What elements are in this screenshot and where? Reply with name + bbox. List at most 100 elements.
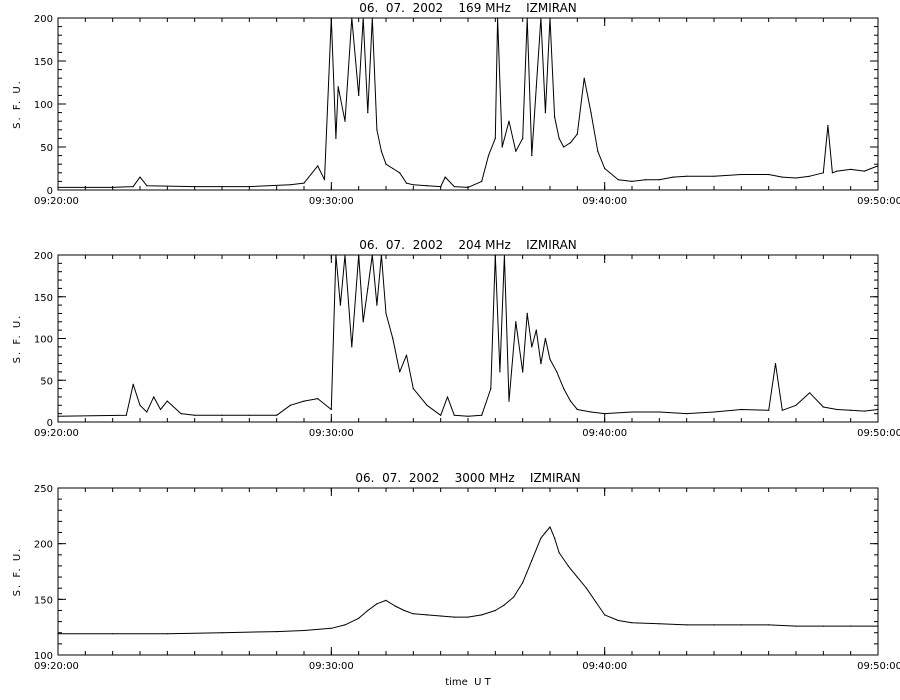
data-point: [412, 613, 414, 615]
data-point: [132, 383, 134, 385]
data-point: [335, 254, 337, 256]
data-point: [544, 337, 547, 340]
data-point: [376, 129, 378, 131]
data-point: [481, 180, 483, 182]
y-axis-label: S. F. U.: [12, 547, 23, 597]
data-point: [569, 400, 572, 402]
data-point: [554, 537, 556, 539]
data-point: [289, 184, 291, 186]
data-point: [440, 414, 442, 416]
data-point: [836, 408, 838, 411]
data-point: [125, 414, 127, 416]
data-point: [405, 182, 408, 184]
data-point: [412, 388, 414, 390]
data-point: [576, 576, 578, 578]
data-point: [248, 414, 250, 416]
data-point: [631, 180, 633, 182]
data-point: [453, 414, 455, 416]
x-tick-label: 09:50:00: [857, 196, 900, 207]
data-point: [850, 168, 852, 170]
data-point: [569, 142, 572, 144]
data-point: [713, 624, 715, 626]
data-point: [658, 623, 660, 625]
y-tick-label: 200: [34, 14, 53, 25]
data-point: [487, 155, 490, 157]
data-point: [57, 633, 59, 635]
data-point: [194, 414, 196, 416]
data-point: [248, 186, 250, 188]
y-tick-label: 0: [47, 186, 53, 197]
data-point: [686, 175, 688, 177]
data-point: [836, 170, 838, 172]
data-point: [740, 173, 742, 176]
data-point: [453, 616, 455, 618]
data-point: [362, 17, 364, 19]
data-point: [535, 86, 537, 88]
data-point: [344, 624, 346, 626]
data-point: [522, 582, 524, 584]
data-point: [781, 409, 783, 411]
data-point: [774, 363, 777, 365]
y-tick-label: 150: [34, 595, 53, 606]
data-point: [585, 587, 588, 589]
chart-title: 06. 07. 2002 3000 MHz IZMIRAN: [355, 471, 580, 485]
data-point: [221, 414, 223, 416]
data-point: [522, 371, 524, 373]
data-point: [658, 179, 660, 181]
data-point: [563, 146, 565, 148]
x-tick-label: 09:30:00: [309, 661, 354, 672]
data-point: [276, 631, 278, 633]
data-point: [672, 176, 674, 178]
data-point: [371, 17, 373, 19]
data-point: [362, 321, 364, 323]
data-point: [503, 604, 505, 606]
data-point: [57, 186, 59, 188]
data-point: [399, 172, 401, 174]
data-point: [405, 354, 408, 356]
data-point: [426, 614, 428, 616]
x-tick-label: 09:50:00: [857, 428, 900, 439]
data-point: [499, 371, 501, 373]
data-point: [376, 603, 378, 605]
data-point: [57, 415, 59, 417]
data-point: [146, 411, 148, 413]
data-point: [467, 415, 469, 417]
data-point: [392, 337, 394, 340]
data-point: [166, 633, 168, 635]
data-point: [531, 155, 533, 157]
data-point: [367, 112, 369, 114]
data-point: [686, 413, 688, 415]
data-point: [590, 112, 592, 114]
data-point: [531, 346, 533, 348]
data-point: [494, 254, 496, 256]
data-point: [467, 616, 469, 618]
y-tick-label: 150: [34, 293, 53, 304]
data-point: [330, 408, 332, 411]
x-tick-label: 09:30:00: [309, 428, 354, 439]
data-point: [303, 629, 305, 632]
data-point: [276, 414, 278, 416]
data-point: [604, 413, 606, 415]
y-tick-label: 100: [34, 335, 53, 346]
data-point: [351, 17, 353, 19]
data-point: [604, 167, 606, 170]
data-point: [768, 409, 770, 411]
y-tick-label: 200: [34, 251, 53, 262]
data-point: [576, 133, 578, 135]
data-point: [380, 254, 382, 256]
data-point: [631, 622, 633, 624]
data-point: [549, 358, 551, 360]
data-point: [139, 176, 141, 178]
x-tick-label: 09:20:00: [34, 196, 79, 207]
data-point: [221, 632, 223, 634]
data-point: [549, 526, 551, 528]
data-point: [467, 186, 469, 188]
data-point: [877, 408, 879, 411]
series-points-1: [57, 254, 879, 417]
data-point: [567, 565, 569, 567]
x-tick-label: 09:20:00: [34, 428, 79, 439]
data-point: [583, 77, 585, 79]
data-point: [367, 287, 369, 289]
series-line-1: [57, 254, 879, 417]
